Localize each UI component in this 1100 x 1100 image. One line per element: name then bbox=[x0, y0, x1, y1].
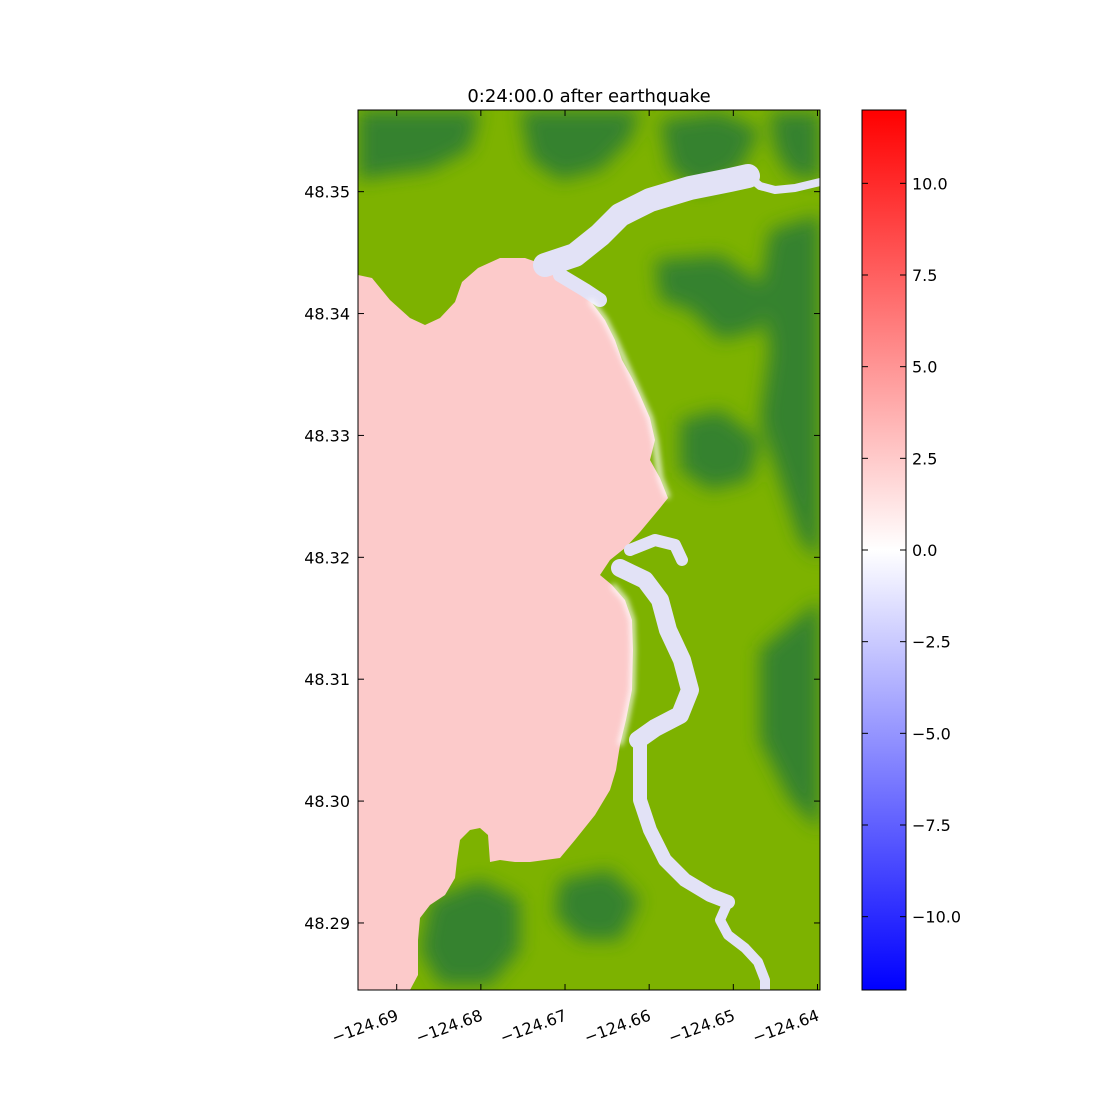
shoreline-white bbox=[588, 298, 671, 746]
y-tick-label: 48.35 bbox=[304, 183, 350, 202]
river-channel bbox=[533, 164, 820, 990]
x-tick-label: −124.69 bbox=[329, 1006, 401, 1048]
colorbar-tick-label: −7.5 bbox=[912, 816, 951, 835]
colorbar-tick-label: −2.5 bbox=[912, 633, 951, 652]
map-axes bbox=[358, 110, 820, 990]
colorbar-tick-label: 7.5 bbox=[912, 266, 937, 285]
x-tick-label: −124.66 bbox=[582, 1006, 654, 1048]
y-tick-label: 48.29 bbox=[304, 914, 350, 933]
offshore-water bbox=[358, 258, 668, 990]
x-tick-label: −124.67 bbox=[497, 1006, 569, 1048]
y-tick-label: 48.30 bbox=[304, 792, 350, 811]
colorbar-gradient bbox=[861, 109, 907, 991]
colorbar-axis: −10.0 −7.5 −5.0 −2.5 0.0 2.5 5.0 7.5 10.0 bbox=[862, 174, 961, 927]
axes-frame bbox=[357, 109, 821, 991]
y-tick-label: 48.34 bbox=[304, 305, 350, 324]
chart-title: 0:24:00.0 after earthquake bbox=[467, 86, 710, 107]
land-highland bbox=[358, 110, 820, 985]
y-axis: 48.29 48.30 48.31 48.32 48.33 48.34 48.35 bbox=[304, 183, 820, 933]
colorbar-tick-label: 10.0 bbox=[912, 174, 948, 193]
colorbar-tick-label: 5.0 bbox=[912, 358, 937, 377]
x-tick-label: −124.64 bbox=[750, 1006, 822, 1048]
y-tick-label: 48.32 bbox=[304, 548, 350, 567]
colorbar-tick-label: 2.5 bbox=[912, 449, 937, 468]
x-tick-label: −124.65 bbox=[666, 1006, 738, 1048]
colorbar-tick-label: 0.0 bbox=[912, 541, 937, 560]
colorbar-tick-label: −10.0 bbox=[912, 908, 961, 927]
colorbar-tick-label: −5.0 bbox=[912, 724, 951, 743]
x-tick-label: −124.68 bbox=[413, 1006, 485, 1048]
y-tick-label: 48.33 bbox=[304, 426, 350, 445]
y-tick-label: 48.31 bbox=[304, 670, 350, 689]
